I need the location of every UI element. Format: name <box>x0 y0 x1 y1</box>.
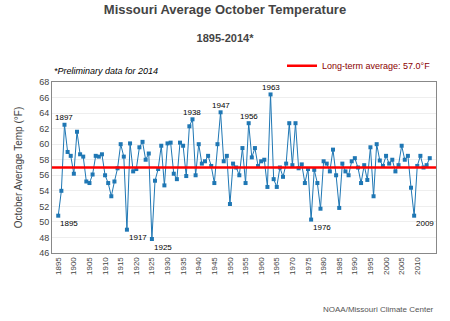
svg-text:2009: 2009 <box>416 219 434 228</box>
svg-text:1980: 1980 <box>319 257 328 275</box>
svg-text:1920: 1920 <box>132 257 141 275</box>
svg-text:1910: 1910 <box>101 257 110 275</box>
svg-text:1963: 1963 <box>262 83 280 92</box>
svg-text:2010: 2010 <box>413 257 422 275</box>
svg-text:1976: 1976 <box>313 223 331 232</box>
svg-text:1895: 1895 <box>60 219 78 228</box>
svg-text:1915: 1915 <box>116 257 125 275</box>
svg-text:1897: 1897 <box>55 113 73 122</box>
svg-text:NOAA/Missouri Climate Center: NOAA/Missouri Climate Center <box>323 305 434 314</box>
svg-text:1960: 1960 <box>257 257 266 275</box>
svg-text:1900: 1900 <box>69 257 78 275</box>
svg-text:1995: 1995 <box>366 257 375 275</box>
svg-text:56: 56 <box>39 170 49 180</box>
svg-text:66: 66 <box>39 93 49 103</box>
svg-text:68: 68 <box>39 77 49 87</box>
svg-text:50: 50 <box>39 217 49 227</box>
svg-text:1935: 1935 <box>179 257 188 275</box>
svg-text:1990: 1990 <box>350 257 359 275</box>
svg-text:2000: 2000 <box>382 257 391 275</box>
svg-text:1917: 1917 <box>129 233 147 242</box>
svg-text:1975: 1975 <box>304 257 313 275</box>
svg-text:Long-term average: 57.0°F: Long-term average: 57.0°F <box>322 61 430 71</box>
svg-text:1925: 1925 <box>148 257 157 275</box>
svg-text:1945: 1945 <box>210 257 219 275</box>
svg-text:*Preliminary data for 2014: *Preliminary data for 2014 <box>54 66 158 76</box>
svg-text:64: 64 <box>39 108 49 118</box>
svg-text:1930: 1930 <box>163 257 172 275</box>
svg-text:1940: 1940 <box>194 257 203 275</box>
svg-text:1938: 1938 <box>183 108 201 117</box>
svg-text:48: 48 <box>39 233 49 243</box>
svg-text:1947: 1947 <box>212 101 230 110</box>
svg-text:46: 46 <box>39 248 49 258</box>
svg-text:1956: 1956 <box>240 112 258 121</box>
svg-text:58: 58 <box>39 155 49 165</box>
svg-text:1905: 1905 <box>85 257 94 275</box>
svg-text:Missouri Average October Tempe: Missouri Average October Temperature <box>104 2 346 17</box>
svg-text:1985: 1985 <box>335 257 344 275</box>
svg-text:1895: 1895 <box>54 257 63 275</box>
svg-text:1925: 1925 <box>154 243 172 252</box>
svg-text:62: 62 <box>39 124 49 134</box>
svg-text:1895-2014*: 1895-2014* <box>197 32 255 44</box>
svg-text:52: 52 <box>39 202 49 212</box>
svg-text:54: 54 <box>39 186 49 196</box>
svg-text:60: 60 <box>39 139 49 149</box>
svg-text:1965: 1965 <box>272 257 281 275</box>
svg-text:2005: 2005 <box>397 257 406 275</box>
svg-text:October Average Temp (°F): October Average Temp (°F) <box>13 107 24 228</box>
svg-text:1970: 1970 <box>288 257 297 275</box>
svg-text:1950: 1950 <box>226 257 235 275</box>
svg-text:1955: 1955 <box>241 257 250 275</box>
